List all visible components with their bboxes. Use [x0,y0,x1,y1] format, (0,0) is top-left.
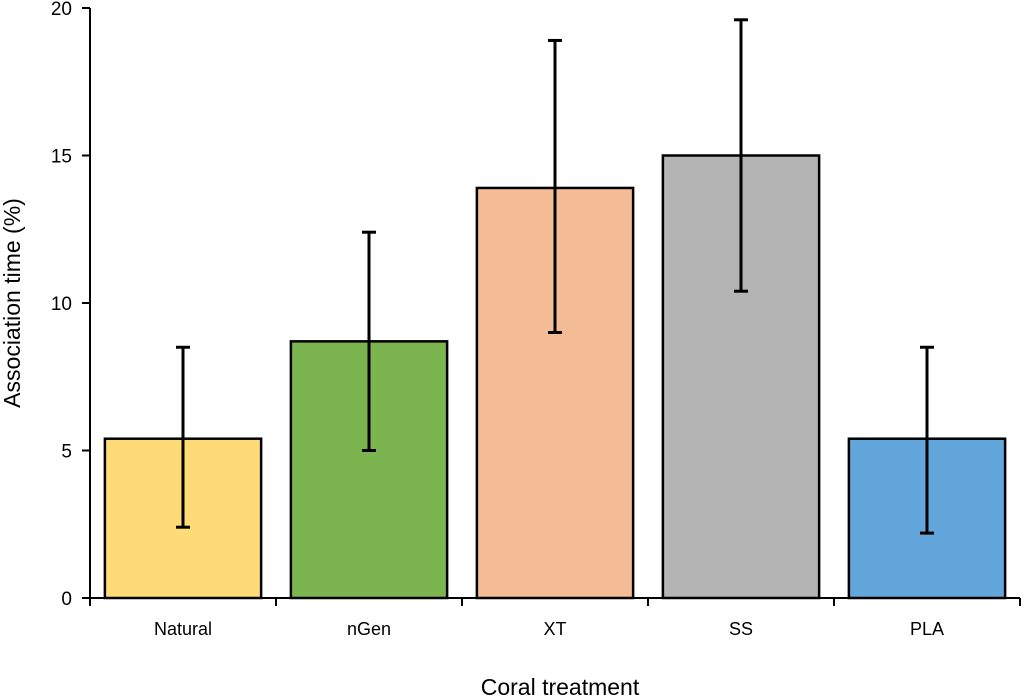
y-tick-label: 5 [61,442,72,463]
error-bars [176,18,934,535]
x-tick-label: XT [543,619,566,639]
y-tick-label: 15 [51,147,72,168]
y-tick-label: 20 [51,0,72,20]
x-ticks: Natural nGen XT SS PLA [89,598,1021,639]
x-tick-label: Natural [154,619,212,639]
error-bar-natural [176,345,190,529]
y-tick-label: 10 [51,294,72,315]
error-bar-pla [920,345,934,535]
error-bar-xt [548,38,562,334]
x-tick-label: nGen [347,619,391,639]
y-tick-label: 0 [61,589,72,610]
error-bar-ngen [362,230,376,452]
x-tick-label: PLA [910,619,944,639]
error-bar-ss [734,18,748,293]
x-tick-label: SS [729,619,753,639]
y-ticks: 0 5 10 15 20 [51,0,90,610]
y-axis-label: Association time (%) [0,198,25,408]
x-axis-label: Coral treatment [481,674,640,698]
